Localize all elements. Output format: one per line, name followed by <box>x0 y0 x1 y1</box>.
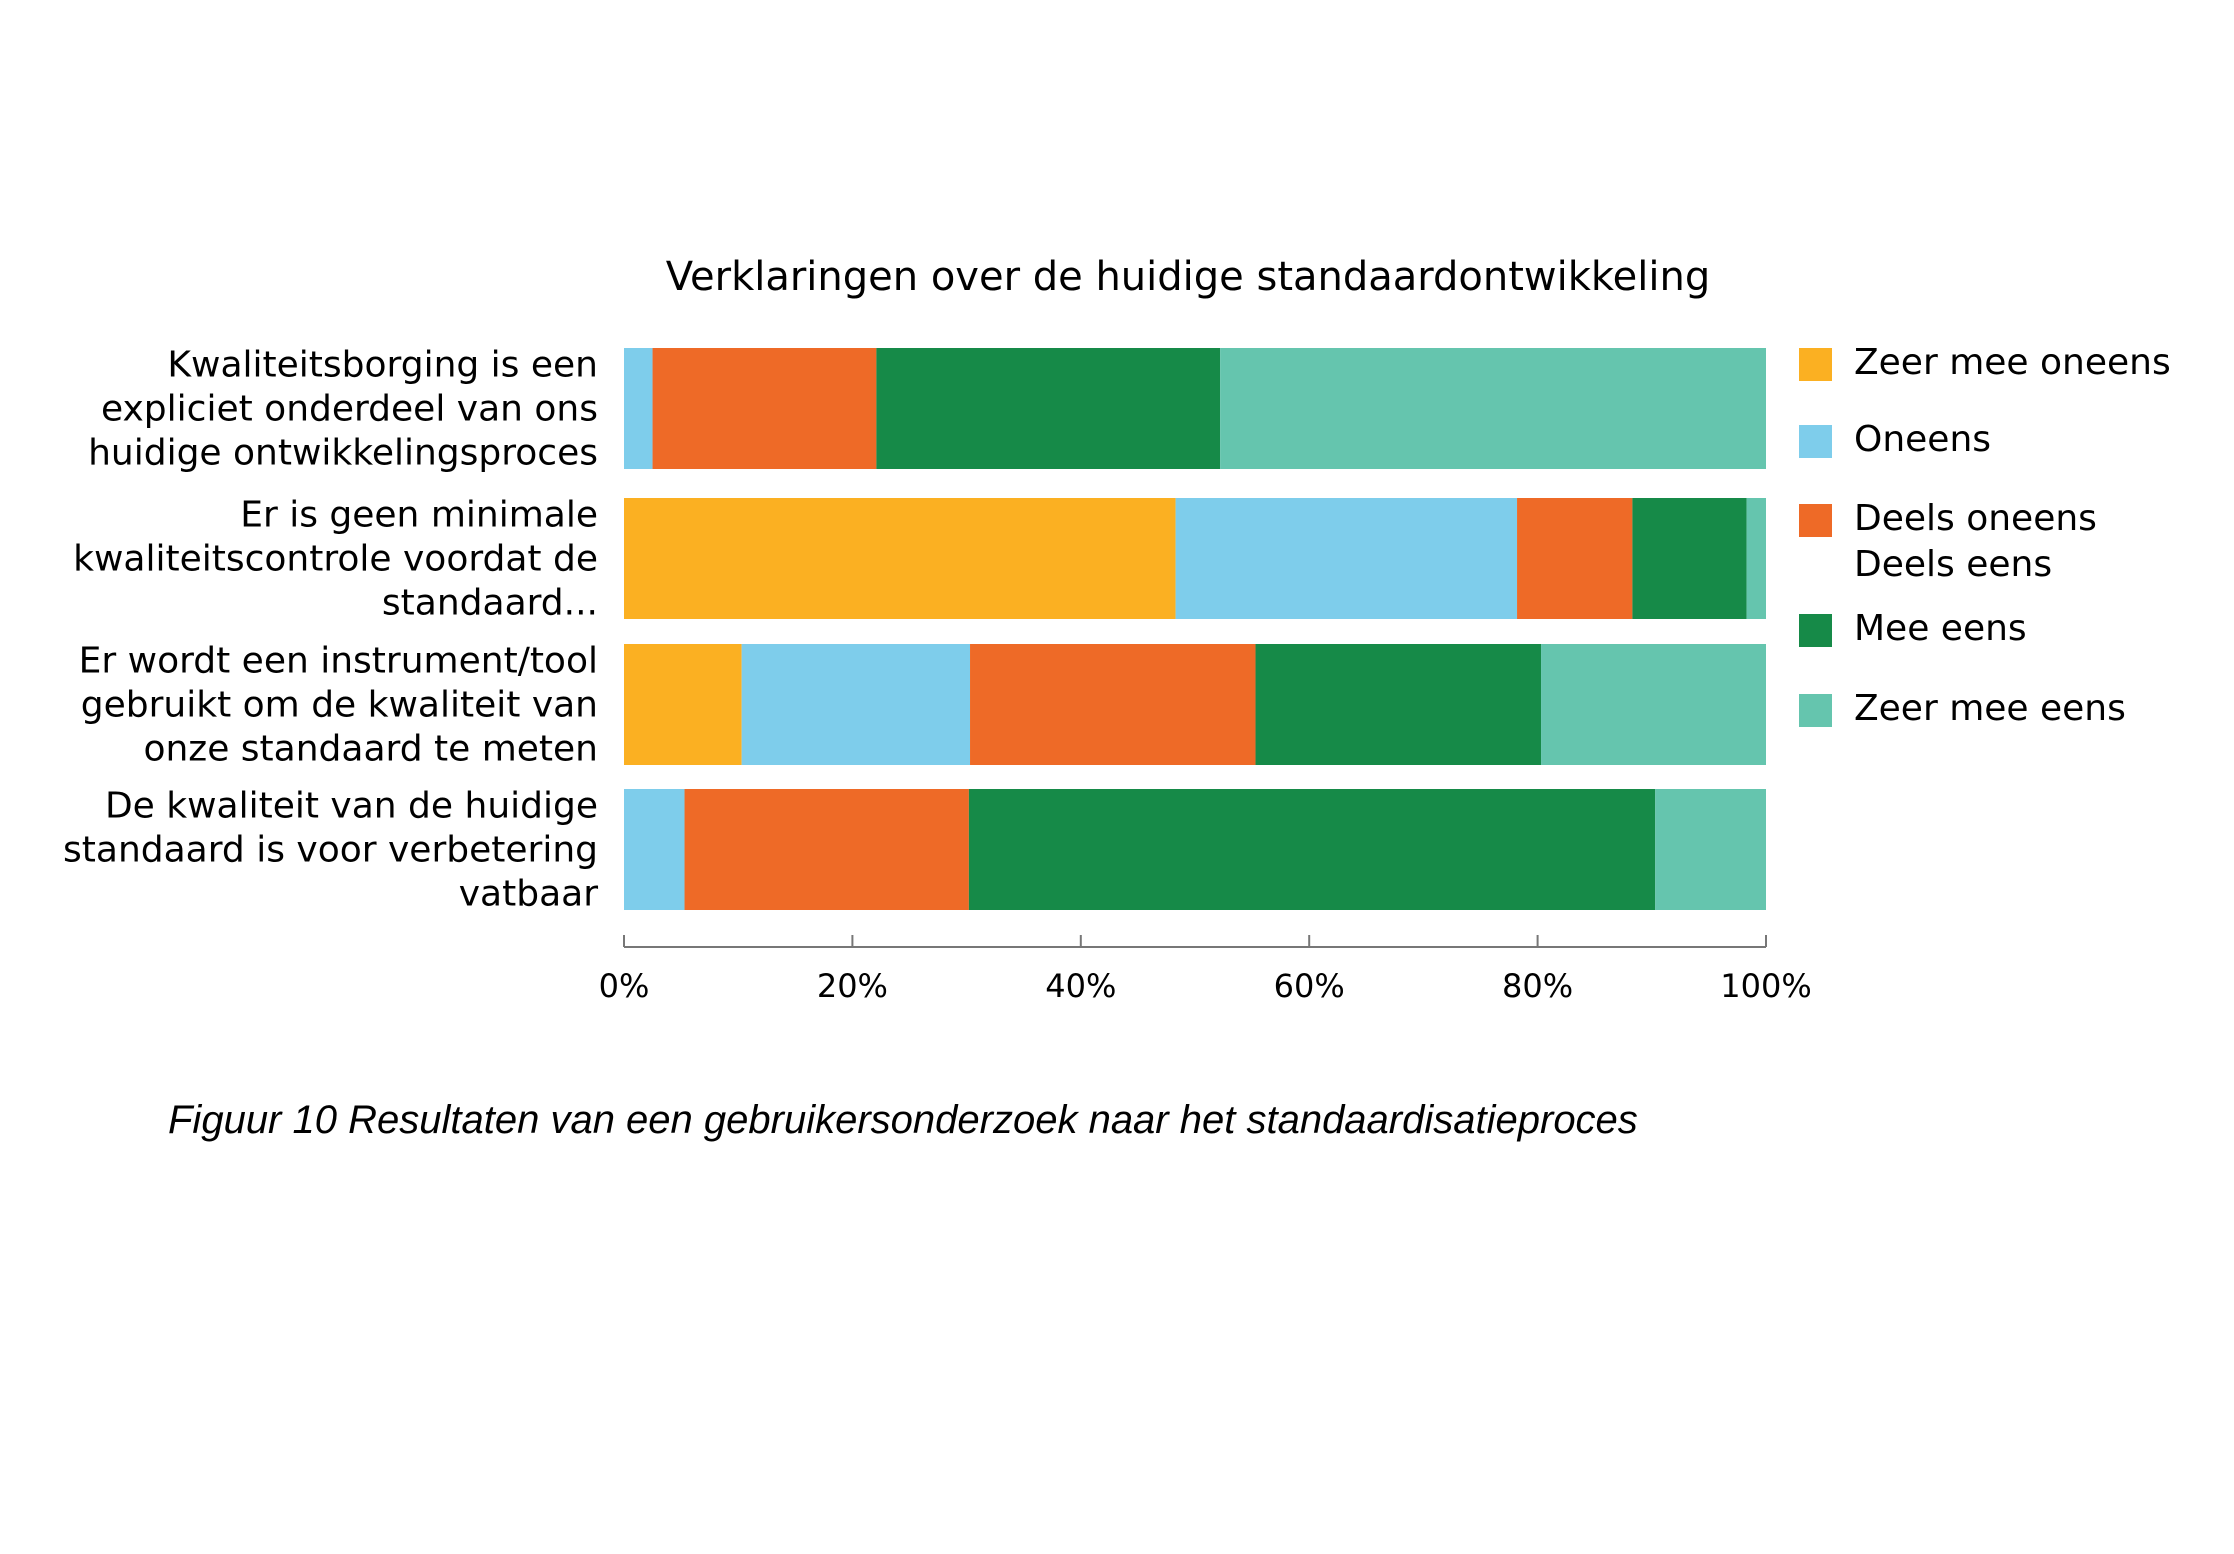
bar-segment <box>624 789 685 910</box>
bar-segment <box>652 348 877 469</box>
bar-segment <box>968 789 1656 910</box>
category-label: Kwaliteitsborging is een <box>167 345 598 386</box>
legend-swatch <box>1799 614 1832 647</box>
legend-swatch <box>1799 425 1832 458</box>
legend-label: Deels oneens <box>1854 498 2097 539</box>
legend-swatch <box>1799 504 1832 537</box>
x-axis: 0% 20% 40% 60% 80% 100% <box>599 935 1812 1005</box>
bar-segment <box>741 644 971 765</box>
legend-label: Mee eens <box>1854 608 2027 649</box>
category-label: De kwaliteit van de huidige <box>105 786 598 827</box>
category-label: Er wordt een instrument/tool <box>79 641 598 682</box>
bar-segment <box>1220 348 1766 469</box>
x-tick-label: 0% <box>599 967 650 1005</box>
legend-label: Zeer mee eens <box>1854 688 2126 729</box>
bar-segment <box>1517 498 1633 619</box>
bar-segment <box>1175 498 1518 619</box>
bar-segment <box>1746 498 1766 619</box>
bar-segment <box>624 644 742 765</box>
legend-label: Zeer mee oneens <box>1854 342 2171 383</box>
bar-segment <box>970 644 1256 765</box>
bar-segment <box>1255 644 1542 765</box>
category-label: vatbaar <box>459 874 598 915</box>
x-tick-label: 20% <box>817 967 888 1005</box>
bar-segment <box>684 789 969 910</box>
x-tick-label: 60% <box>1274 967 1345 1005</box>
category-label: kwaliteitscontrole voordat de <box>73 539 598 580</box>
legend-swatch <box>1799 694 1832 727</box>
category-label: Er is geen minimale <box>240 495 598 536</box>
category-label: expliciet onderdeel van ons <box>101 389 598 430</box>
figure-caption: Figuur 10 Resultaten van een gebruikerso… <box>168 1098 1638 1142</box>
bar-segment <box>624 498 1176 619</box>
category-label: onze standaard te meten <box>143 729 598 770</box>
bar-segment <box>1655 789 1766 910</box>
bars-group <box>624 348 1766 910</box>
bar-segment <box>624 348 653 469</box>
x-tick-label: 80% <box>1502 967 1573 1005</box>
bar-segment <box>876 348 1221 469</box>
chart-title: Verklaringen over de huidige standaardon… <box>666 254 1711 300</box>
x-tick-label: 40% <box>1045 967 1116 1005</box>
legend-label: Oneens <box>1854 419 1991 460</box>
legend: Zeer mee oneens Oneens Deels oneens Deels e… <box>1799 342 2171 729</box>
legend-label: Deels eens <box>1854 544 2052 585</box>
x-tick-label: 100% <box>1720 967 1811 1005</box>
legend-swatch <box>1799 348 1832 381</box>
category-label: standaard... <box>382 583 598 624</box>
bar-segment <box>1541 644 1766 765</box>
category-label: huidige ontwikkelingsproces <box>88 433 598 474</box>
bar-segment <box>1632 498 1747 619</box>
category-label: standaard is voor verbetering <box>63 830 598 871</box>
category-label: gebruikt om de kwaliteit van <box>81 685 598 726</box>
